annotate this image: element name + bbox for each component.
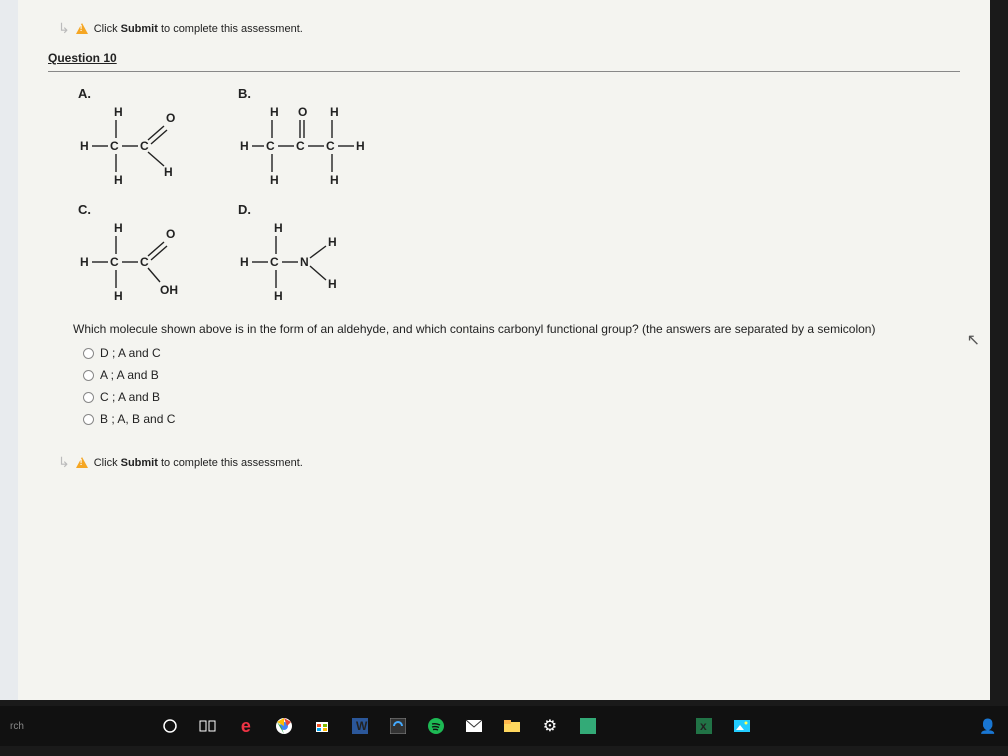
mail-icon[interactable]: [464, 716, 484, 736]
molecule-d-label: D.: [238, 202, 251, 217]
svg-text:H: H: [114, 221, 123, 235]
hint-prefix: Click: [94, 23, 121, 35]
photos-icon[interactable]: [732, 716, 752, 736]
option-3[interactable]: B ; A, B and C: [83, 412, 960, 426]
taskbar: rch e W ⚙ x 👤: [0, 706, 1008, 746]
cortana-icon[interactable]: [160, 716, 180, 736]
svg-text:H: H: [330, 105, 339, 119]
radio-icon[interactable]: [83, 392, 94, 403]
radio-icon[interactable]: [83, 414, 94, 425]
svg-text:OH: OH: [160, 283, 178, 297]
task-view-icon[interactable]: [198, 716, 218, 736]
mouse-cursor-icon: ↖: [967, 330, 980, 350]
svg-text:C: C: [140, 255, 149, 269]
excel-icon[interactable]: x: [694, 716, 714, 736]
molecule-b-structure: H O H H C C C H: [238, 102, 398, 192]
hint-suffix: to complete this assessment.: [158, 457, 303, 469]
svg-text:H: H: [328, 235, 337, 249]
hint-bold: Submit: [121, 23, 158, 35]
svg-text:H: H: [114, 105, 123, 119]
settings-icon[interactable]: ⚙: [540, 716, 560, 736]
page-area: ↳ Click Submit to complete this assessme…: [18, 0, 990, 700]
hint-bold: Submit: [121, 457, 158, 469]
svg-text:H: H: [356, 139, 365, 153]
left-panel-strip: [0, 0, 18, 700]
chrome-icon[interactable]: [274, 716, 294, 736]
warning-icon: [76, 23, 88, 34]
content-area: ↳ Click Submit to complete this assessme…: [18, 0, 990, 491]
svg-text:H: H: [270, 173, 279, 187]
svg-text:O: O: [298, 105, 307, 119]
svg-text:H: H: [80, 139, 89, 153]
svg-text:C: C: [140, 139, 149, 153]
svg-text:N: N: [300, 255, 309, 269]
svg-text:O: O: [166, 111, 175, 125]
divider: [48, 71, 960, 72]
radio-icon[interactable]: [83, 348, 94, 359]
svg-text:C: C: [110, 139, 119, 153]
return-arrow-icon: ↳: [58, 20, 70, 37]
question-header: Question 10: [48, 51, 960, 65]
return-arrow-icon: ↳: [58, 454, 70, 471]
molecule-d: D. H H C N H H H: [238, 202, 408, 312]
molecule-a-label: A.: [78, 86, 91, 101]
spotify-icon[interactable]: [426, 716, 446, 736]
submit-hint-text-bottom: Click Submit to complete this assessment…: [94, 457, 303, 469]
app-icon[interactable]: [388, 716, 408, 736]
molecule-b: B. H O H H C C C H: [238, 86, 408, 196]
warning-icon: [76, 457, 88, 468]
svg-text:C: C: [270, 255, 279, 269]
hint-prefix: Click: [94, 457, 121, 469]
svg-text:H: H: [114, 289, 123, 303]
submit-hint-text-top: Click Submit to complete this assessment…: [94, 23, 303, 35]
option-3-label: B ; A, B and C: [100, 412, 175, 426]
svg-text:H: H: [274, 289, 283, 303]
option-2[interactable]: C ; A and B: [83, 390, 960, 404]
svg-text:H: H: [274, 221, 283, 235]
app2-icon[interactable]: [578, 716, 598, 736]
option-1[interactable]: A ; A and B: [83, 368, 960, 382]
submit-hint-top: ↳ Click Submit to complete this assessme…: [58, 20, 960, 37]
molecule-a: A. H O H C C H H: [78, 86, 228, 196]
molecule-c: C. H O H C C OH H: [78, 202, 228, 312]
svg-text:H: H: [240, 139, 249, 153]
molecule-c-label: C.: [78, 202, 91, 217]
word-icon[interactable]: W: [350, 716, 370, 736]
radio-icon[interactable]: [83, 370, 94, 381]
option-1-label: A ; A and B: [100, 368, 159, 382]
svg-text:C: C: [266, 139, 275, 153]
explorer-icon[interactable]: [502, 716, 522, 736]
svg-text:H: H: [270, 105, 279, 119]
option-0[interactable]: D ; A and C: [83, 346, 960, 360]
options-group: D ; A and C A ; A and B C ; A and B B ; …: [83, 346, 960, 426]
svg-text:H: H: [80, 255, 89, 269]
hint-suffix: to complete this assessment.: [158, 23, 303, 35]
svg-text:H: H: [330, 173, 339, 187]
option-0-label: D ; A and C: [100, 346, 161, 360]
svg-text:x: x: [700, 719, 707, 733]
svg-text:W: W: [356, 719, 368, 733]
molecule-grid: A. H O H C C H H: [78, 86, 960, 312]
people-icon[interactable]: 👤: [978, 716, 998, 736]
molecule-c-structure: H O H C C OH H: [78, 218, 208, 308]
molecule-b-label: B.: [238, 86, 251, 101]
svg-text:C: C: [326, 139, 335, 153]
svg-text:H: H: [164, 165, 173, 179]
submit-hint-bottom: ↳ Click Submit to complete this assessme…: [58, 454, 960, 471]
svg-text:H: H: [328, 277, 337, 291]
option-2-label: C ; A and B: [100, 390, 160, 404]
question-text: Which molecule shown above is in the for…: [73, 322, 960, 336]
svg-text:C: C: [110, 255, 119, 269]
taskbar-search-label: rch: [10, 721, 24, 732]
store-icon[interactable]: [312, 716, 332, 736]
svg-text:H: H: [240, 255, 249, 269]
edge-icon[interactable]: e: [236, 716, 256, 736]
molecule-d-structure: H H C N H H H: [238, 218, 368, 308]
svg-text:H: H: [114, 173, 123, 187]
molecule-a-structure: H O H C C H H: [78, 102, 208, 192]
svg-text:O: O: [166, 227, 175, 241]
svg-text:C: C: [296, 139, 305, 153]
